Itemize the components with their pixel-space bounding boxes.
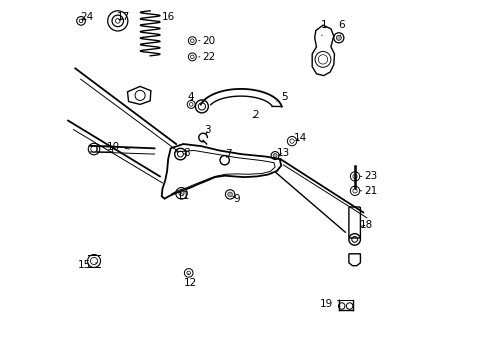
Text: 2: 2 [251, 110, 258, 120]
Text: 10: 10 [107, 141, 129, 152]
Text: 20: 20 [199, 36, 215, 46]
Text: 8: 8 [183, 148, 189, 158]
Text: 5: 5 [276, 92, 287, 102]
Text: 9: 9 [232, 194, 240, 204]
Text: 17: 17 [117, 12, 130, 22]
Text: 24: 24 [80, 12, 93, 22]
Text: 6: 6 [338, 20, 345, 36]
Text: 19: 19 [319, 299, 339, 309]
Text: 3: 3 [204, 125, 211, 135]
Text: 14: 14 [293, 133, 306, 143]
Text: 1: 1 [320, 20, 326, 36]
Text: 23: 23 [360, 171, 377, 181]
Text: 22: 22 [199, 52, 215, 62]
Text: 11: 11 [176, 191, 189, 201]
Text: 13: 13 [276, 148, 289, 158]
Text: 15: 15 [78, 260, 97, 270]
Circle shape [336, 35, 341, 40]
Text: 21: 21 [360, 186, 377, 196]
Circle shape [273, 153, 277, 158]
Text: 4: 4 [187, 92, 194, 102]
Text: 12: 12 [183, 274, 197, 288]
Text: 16: 16 [158, 12, 175, 22]
Text: 7: 7 [225, 149, 231, 159]
Text: 18: 18 [360, 220, 373, 230]
Circle shape [227, 192, 232, 197]
